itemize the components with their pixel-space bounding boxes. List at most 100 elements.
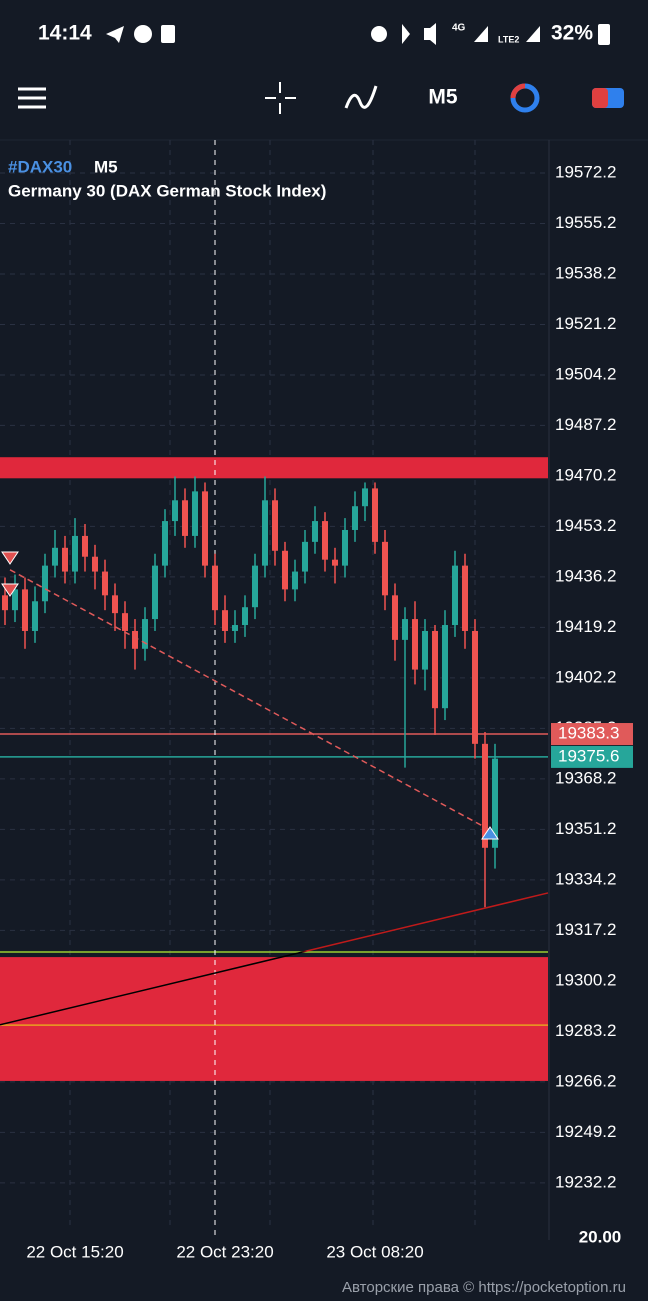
price-tag-label: 19383.3 bbox=[558, 724, 619, 743]
status-carrier: LTE2 bbox=[498, 34, 519, 44]
x-tick-label: 22 Oct 15:20 bbox=[26, 1242, 123, 1261]
candle-body bbox=[452, 565, 458, 626]
candle-body bbox=[322, 521, 328, 560]
y-tick-label: 19232.2 bbox=[555, 1172, 616, 1191]
candle-body bbox=[292, 571, 298, 590]
price-tag bbox=[551, 745, 633, 768]
candle-body bbox=[202, 491, 208, 566]
candle-body bbox=[112, 595, 118, 614]
candle-body bbox=[402, 619, 408, 640]
y-tick-label: 19453.2 bbox=[555, 516, 616, 535]
trend-line bbox=[0, 892, 549, 1026]
status-battery: 32% bbox=[551, 22, 593, 45]
y-tick-label: 19572.2 bbox=[555, 162, 616, 181]
zone bbox=[0, 457, 548, 479]
candle-body bbox=[222, 610, 228, 631]
price-tag bbox=[551, 723, 633, 746]
price-tag-label: 19375.6 bbox=[558, 746, 619, 765]
candle-body bbox=[302, 541, 308, 572]
y-tick-label: 19249.2 bbox=[555, 1122, 616, 1141]
candle-body bbox=[382, 541, 388, 596]
plot: 19572.2 19555.2 19538.2 19521.2 19504.2 19487… bbox=[0, 140, 616, 1240]
y-tick-label: 19521.2 bbox=[555, 314, 616, 333]
candle-body bbox=[412, 619, 418, 670]
status-time: 14:14 bbox=[38, 22, 92, 45]
chart-title: Germany 30 (DAX German Stock Index) bbox=[8, 181, 326, 200]
candle-body bbox=[442, 625, 448, 709]
volume-label: 20.00 bbox=[579, 1227, 622, 1246]
y-tick-label: 19283.2 bbox=[555, 1021, 616, 1040]
footer: Авторские права © https://pocketoption.r… bbox=[342, 1279, 626, 1296]
candle-body bbox=[122, 613, 128, 631]
candle-body bbox=[492, 758, 498, 848]
candle-body bbox=[82, 535, 88, 557]
y-tick-label: 19436.2 bbox=[555, 566, 616, 585]
y-tick-label: 19402.2 bbox=[555, 667, 616, 686]
candle-body bbox=[472, 630, 478, 744]
candle-body bbox=[422, 630, 428, 670]
candle-body bbox=[72, 535, 78, 572]
candle-body bbox=[262, 500, 268, 566]
zone bbox=[0, 957, 548, 1081]
chart-timeframe: M5 bbox=[94, 157, 118, 176]
y-tick-label: 19470.2 bbox=[555, 465, 616, 484]
candle-body bbox=[182, 500, 188, 536]
candle-body bbox=[52, 547, 58, 566]
candle-body bbox=[102, 571, 108, 596]
trade-marker bbox=[1, 551, 19, 565]
y-tick-label: 19334.2 bbox=[555, 869, 616, 888]
y-tick-label: 19317.2 bbox=[555, 920, 616, 939]
y-tick-label: 19504.2 bbox=[555, 364, 616, 383]
status-network: 4G bbox=[452, 23, 466, 34]
candle-body bbox=[232, 625, 238, 631]
candle-body bbox=[12, 589, 18, 611]
candle-body bbox=[272, 500, 278, 551]
candle-body bbox=[312, 521, 318, 542]
candle-body bbox=[392, 595, 398, 640]
y-tick-label: 19419.2 bbox=[555, 617, 616, 636]
y-tick-label: 19368.2 bbox=[555, 768, 616, 787]
candle-body bbox=[242, 607, 248, 626]
candle-body bbox=[162, 521, 168, 566]
y-tick-label: 19555.2 bbox=[555, 213, 616, 232]
menu-button[interactable] bbox=[18, 87, 46, 109]
timeframe-button[interactable]: M5 bbox=[428, 86, 457, 109]
candle-body bbox=[282, 550, 288, 590]
candle-body bbox=[432, 630, 438, 709]
candle-body bbox=[32, 601, 38, 631]
toggle-half bbox=[592, 88, 608, 108]
candle-body bbox=[132, 630, 138, 649]
y-tick-label: 19538.2 bbox=[555, 263, 616, 282]
crosshair-button[interactable] bbox=[265, 82, 296, 114]
trade-marker bbox=[481, 826, 499, 840]
y-tick-label: 19300.2 bbox=[555, 970, 616, 989]
candle-body bbox=[352, 506, 358, 530]
candle-body bbox=[372, 488, 378, 542]
candle-body bbox=[332, 559, 338, 566]
candle-body bbox=[62, 547, 68, 572]
status-icons bbox=[106, 23, 610, 45]
symbol[interactable]: #DAX30 bbox=[8, 157, 72, 176]
x-tick-label: 23 Oct 08:20 bbox=[326, 1242, 423, 1261]
candle-body bbox=[152, 565, 158, 620]
candle-body bbox=[252, 565, 258, 608]
candle-body bbox=[462, 565, 468, 631]
candle-body bbox=[2, 595, 8, 611]
candle-body bbox=[42, 565, 48, 602]
candle-body bbox=[212, 565, 218, 611]
trade-marker bbox=[1, 583, 19, 597]
candle-body bbox=[342, 529, 348, 566]
trend-line bbox=[9, 569, 491, 831]
y-tick-label: 19266.2 bbox=[555, 1071, 616, 1090]
indicators-button[interactable] bbox=[344, 85, 378, 109]
candle-body bbox=[172, 500, 178, 522]
candle-body bbox=[362, 488, 368, 507]
candle-body bbox=[92, 556, 98, 572]
x-tick-label: 22 Oct 23:20 bbox=[176, 1242, 273, 1261]
y-tick-label: 19351.2 bbox=[555, 819, 616, 838]
candle-body bbox=[22, 589, 28, 631]
y-tick-label: 19487.2 bbox=[555, 415, 616, 434]
candle-body bbox=[192, 491, 198, 536]
